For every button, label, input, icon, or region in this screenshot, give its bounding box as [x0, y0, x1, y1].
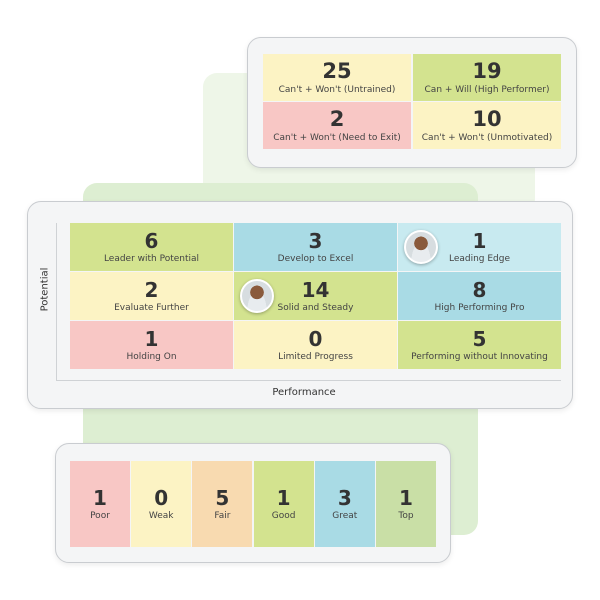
nine-box-cell[interactable]: 1 Leading Edge — [398, 223, 561, 271]
cell-count: 6 — [144, 228, 159, 253]
cell-count: 19 — [472, 58, 502, 83]
cell-count: 1 — [144, 326, 159, 351]
cell-label: Weak — [148, 510, 174, 521]
rating-cell[interactable]: 1 Top — [376, 461, 436, 547]
nine-box-cell[interactable]: 0 Limited Progress — [234, 321, 397, 369]
quadrant-cell[interactable]: 25 Can't + Won't (Untrained) — [263, 54, 411, 101]
cell-label: Can't + Won't (Unmotivated) — [421, 132, 553, 143]
nine-box-cell[interactable]: 5 Performing without Innovating — [398, 321, 561, 369]
nine-box-cell[interactable]: 3 Develop to Excel — [234, 223, 397, 271]
rating-cell[interactable]: 5 Fair — [192, 461, 253, 547]
rating-cell[interactable]: 3 Great — [314, 461, 375, 547]
cell-label: Limited Progress — [278, 351, 353, 362]
cell-label: Performing without Innovating — [411, 351, 548, 362]
cell-label: Solid and Steady — [277, 302, 354, 313]
cell-label: Great — [332, 510, 358, 521]
cell-label: High Performing Pro — [434, 302, 525, 313]
nine-box-cell[interactable]: 2 Evaluate Further — [70, 272, 233, 320]
quadrant-cell[interactable]: 19 Can + Will (High Performer) — [413, 54, 561, 101]
cell-count: 8 — [472, 277, 487, 302]
x-axis-label: Performance — [272, 387, 336, 398]
cell-count: 3 — [308, 228, 323, 253]
cell-label: Top — [398, 510, 414, 521]
cell-count: 0 — [154, 485, 169, 510]
cell-label: Good — [271, 510, 296, 521]
nine-box-cell[interactable]: 6 Leader with Potential — [70, 223, 233, 271]
cell-count: 1 — [472, 228, 487, 253]
cell-count: 2 — [329, 106, 345, 131]
y-axis-line — [56, 223, 57, 381]
quadrant-cell[interactable]: 10 Can't + Won't (Unmotivated) — [413, 102, 561, 149]
quadrant-cell[interactable]: 2 Can't + Won't (Need to Exit) — [263, 102, 411, 149]
cell-count: 10 — [472, 106, 502, 131]
nine-box-card: Potential Performance 6 Leader with Poten… — [27, 201, 573, 409]
y-axis-label: Potential — [39, 267, 51, 312]
cell-label: Develop to Excel — [277, 253, 354, 264]
rating-cell[interactable]: 1 Good — [253, 461, 314, 547]
x-axis-line — [56, 380, 561, 381]
rating-cell[interactable]: 1 Poor — [70, 461, 130, 547]
cell-count: 1 — [276, 485, 291, 510]
cell-label: Can't + Won't (Untrained) — [278, 84, 396, 95]
nine-box-cell[interactable]: 1 Holding On — [70, 321, 233, 369]
rating-cell[interactable]: 0 Weak — [131, 461, 192, 547]
cell-label: Can + Will (High Performer) — [424, 84, 550, 95]
cell-count: 5 — [215, 485, 230, 510]
cell-label: Can't + Won't (Need to Exit) — [273, 132, 401, 143]
cell-count: 14 — [301, 277, 330, 302]
avatar — [240, 279, 274, 313]
cell-count: 0 — [308, 326, 323, 351]
nine-box-cell[interactable]: 8 High Performing Pro — [398, 272, 561, 320]
cell-label: Leader with Potential — [103, 253, 200, 264]
cell-label: Poor — [90, 510, 110, 521]
avatar — [404, 230, 438, 264]
cell-count: 3 — [337, 485, 352, 510]
cell-count: 5 — [472, 326, 487, 351]
cell-count: 1 — [399, 485, 413, 510]
cell-label: Evaluate Further — [114, 302, 189, 313]
cell-label: Leading Edge — [448, 253, 511, 264]
cell-count: 2 — [144, 277, 159, 302]
cell-count: 25 — [322, 58, 352, 83]
cell-label: Fair — [214, 510, 231, 521]
quadrant-card: 25 Can't + Won't (Untrained) 19 Can + Will … — [247, 37, 577, 168]
cell-count: 1 — [93, 485, 107, 510]
rating-card: 1 Poor 0 Weak 5 Fair 1 Good 3 Great 1 Top — [55, 443, 451, 563]
nine-box-cell[interactable]: 14 Solid and Steady — [234, 272, 397, 320]
cell-label: Holding On — [126, 351, 177, 362]
